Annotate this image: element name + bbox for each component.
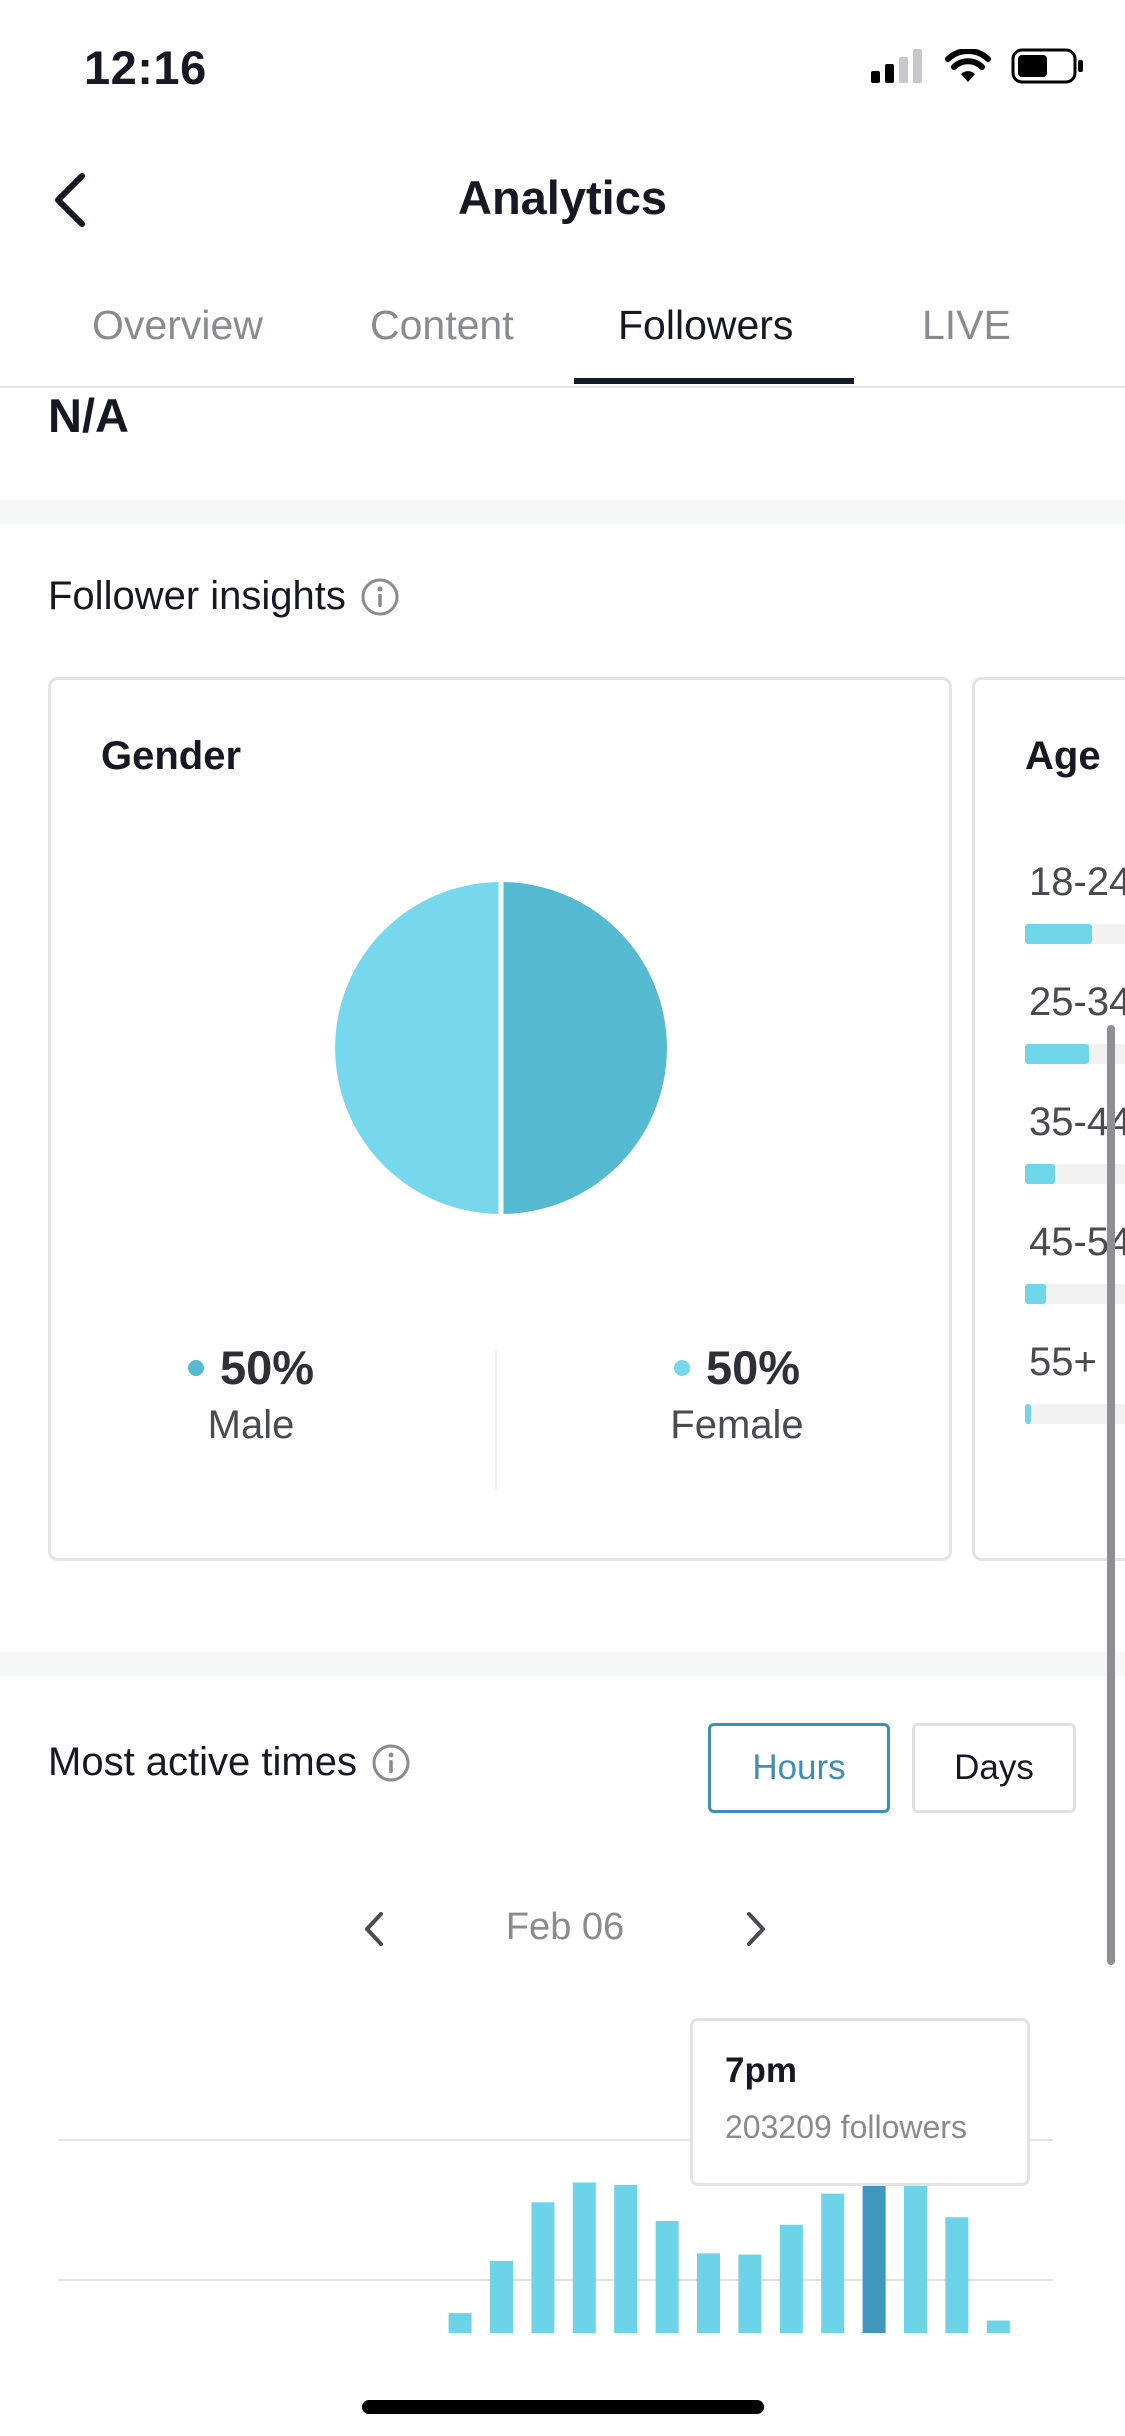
follower-insights-title: Follower insights bbox=[48, 574, 346, 618]
pie-slice-female bbox=[335, 882, 501, 1214]
chart-bar-hour-19[interactable] bbox=[862, 2176, 886, 2333]
date-label: Feb 06 bbox=[505, 1906, 625, 1948]
hours-toggle-button[interactable]: Hours bbox=[708, 1723, 890, 1813]
wifi-icon bbox=[945, 49, 991, 82]
legend-male: 50% Male bbox=[101, 1340, 401, 1448]
age-bar-track bbox=[1025, 1284, 1125, 1304]
summary-value: N/A bbox=[48, 389, 129, 442]
status-time: 12:16 bbox=[84, 41, 207, 94]
age-bar-18-24 bbox=[1025, 924, 1092, 944]
chevron-left-icon bbox=[55, 173, 85, 227]
tab-live[interactable]: LIVE bbox=[922, 302, 1011, 348]
tab-bar: Overview Content Followers LIVE bbox=[0, 290, 1125, 388]
most-active-heading: Most active times bbox=[48, 1740, 411, 1785]
chart-bar-hour-11[interactable] bbox=[531, 2202, 555, 2333]
female-percent: 50% bbox=[705, 1341, 801, 1394]
age-title: Age bbox=[1025, 734, 1101, 778]
age-bar-35-44 bbox=[1025, 1164, 1055, 1184]
chart-bar-hour-16[interactable] bbox=[738, 2254, 762, 2333]
chart-bar-hour-18[interactable] bbox=[821, 2193, 845, 2333]
age-label-55-plus: 55+ bbox=[1029, 1340, 1097, 1384]
chart-bar-hour-15[interactable] bbox=[697, 2253, 720, 2333]
chart-bar-hour-20[interactable] bbox=[904, 2174, 927, 2333]
days-toggle-button[interactable]: Days bbox=[912, 1723, 1076, 1813]
male-percent: 50% bbox=[219, 1341, 315, 1394]
age-bar-track bbox=[1025, 1404, 1125, 1424]
legend-female: 50% Female bbox=[587, 1340, 887, 1448]
chart-bar-hour-13[interactable] bbox=[614, 2184, 638, 2333]
male-label: Male bbox=[207, 1403, 295, 1447]
chart-bar-hour-17[interactable] bbox=[779, 2224, 803, 2333]
age-label-18-24: 18-24 bbox=[1029, 860, 1125, 904]
page-title: Analytics bbox=[458, 171, 667, 224]
chart-bar-hour-21[interactable] bbox=[945, 2217, 969, 2333]
gender-pie-chart bbox=[335, 880, 667, 1216]
chart-bar-hour-22[interactable] bbox=[986, 2320, 1010, 2333]
age-bar-track bbox=[1025, 1164, 1125, 1184]
legend-divider bbox=[495, 1350, 497, 1490]
age-label-25-34: 25-34 bbox=[1029, 980, 1125, 1024]
age-bar-track bbox=[1025, 1044, 1125, 1064]
active-hours-bar-chart bbox=[58, 2139, 1053, 2333]
chart-tooltip: 7pm 203209 followers bbox=[690, 2018, 1030, 2186]
tab-overview[interactable]: Overview bbox=[92, 302, 263, 348]
follower-insights-heading: Follower insights bbox=[48, 574, 400, 619]
battery-icon bbox=[1011, 48, 1083, 84]
scrollbar[interactable] bbox=[1107, 1025, 1115, 1965]
section-divider bbox=[0, 500, 1125, 524]
chart-bar-hour-10[interactable] bbox=[490, 2260, 513, 2333]
info-icon[interactable] bbox=[371, 1743, 411, 1783]
tooltip-value: 203209 followers bbox=[725, 2109, 967, 2145]
chevron-left-icon[interactable] bbox=[350, 1904, 400, 1954]
age-bar-25-34 bbox=[1025, 1044, 1089, 1064]
active-tab-indicator bbox=[574, 378, 854, 384]
status-icons bbox=[871, 48, 1085, 84]
back-button[interactable] bbox=[40, 160, 100, 240]
age-card: Age 18-24 25-34 35-44 45-54 55+ bbox=[972, 677, 1125, 1561]
info-icon[interactable] bbox=[360, 577, 400, 617]
date-navigator: Feb 06 bbox=[350, 1900, 780, 1960]
female-color-dot bbox=[673, 1359, 690, 1376]
age-bar-track bbox=[1025, 924, 1125, 944]
age-bar-45-54 bbox=[1025, 1284, 1046, 1304]
section-divider bbox=[0, 1652, 1125, 1676]
male-color-dot bbox=[187, 1359, 204, 1376]
chart-bar-hour-14[interactable] bbox=[655, 2221, 679, 2333]
gender-card: Gender 50% Male 50% Female bbox=[48, 677, 952, 1561]
chart-bar-hour-12[interactable] bbox=[572, 2182, 596, 2333]
gender-title: Gender bbox=[101, 734, 242, 778]
home-indicator[interactable] bbox=[362, 2400, 764, 2414]
age-bar-55-plus bbox=[1025, 1404, 1031, 1424]
most-active-title: Most active times bbox=[48, 1740, 357, 1784]
female-label: Female bbox=[670, 1403, 804, 1447]
chart-bar-hour-9[interactable] bbox=[448, 2313, 472, 2333]
chevron-right-icon[interactable] bbox=[730, 1904, 780, 1954]
cellular-signal-icon bbox=[871, 49, 922, 83]
pie-slice-male bbox=[501, 882, 667, 1214]
tab-content[interactable]: Content bbox=[370, 302, 514, 348]
tab-followers[interactable]: Followers bbox=[618, 302, 794, 348]
tooltip-time: 7pm bbox=[725, 2051, 797, 2090]
